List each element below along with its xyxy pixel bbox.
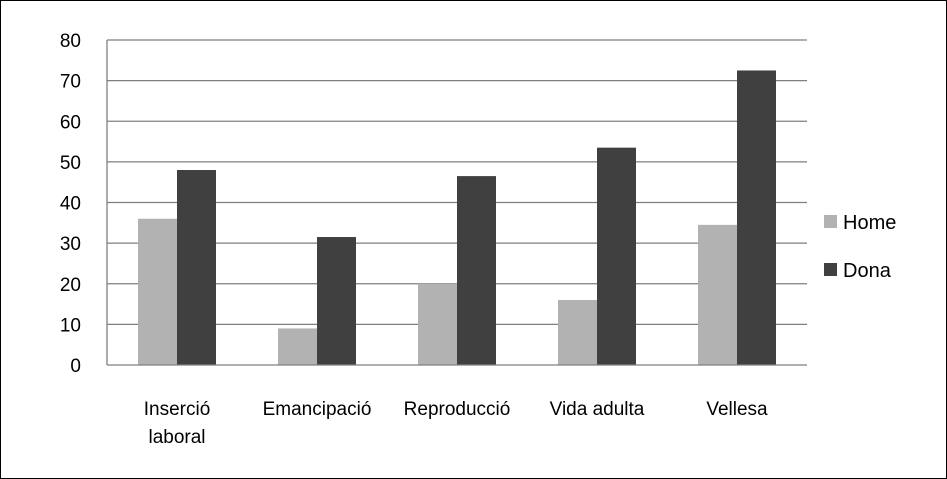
x-category-label: Emancipació (263, 399, 372, 420)
legend-label-home: Home (843, 212, 896, 234)
y-tick-label: 50 (60, 153, 81, 174)
legend: Home Dona (824, 212, 896, 282)
y-tick-label: 60 (60, 112, 81, 133)
legend-swatch-home (824, 215, 837, 228)
y-tick-label: 30 (60, 234, 81, 255)
bar-dona-0 (177, 170, 216, 365)
y-tick-label: 70 (60, 72, 81, 93)
y-tick-label: 20 (60, 275, 81, 296)
bar-home-0 (138, 218, 177, 365)
bar-home-3 (558, 300, 597, 365)
bar-dona-3 (597, 147, 636, 365)
y-axis-ticks: 0 10 20 30 40 50 60 70 80 (60, 31, 81, 377)
bar-dona-2 (457, 176, 496, 365)
bars (138, 70, 776, 365)
y-tick-label: 80 (60, 31, 81, 52)
x-category-label: Inserció laboral (144, 399, 211, 448)
bar-dona-1 (317, 237, 356, 365)
bar-home-1 (278, 328, 317, 365)
bar-home-2 (418, 283, 457, 365)
y-tick-label: 40 (60, 194, 81, 215)
x-category-label: Vellesa (706, 399, 768, 420)
x-axis-categories: Inserció laboral Emancipació Reproducció Vid… (144, 399, 768, 448)
x-category-label: Vida adulta (550, 399, 645, 420)
axes (106, 40, 807, 366)
y-tick-label: 0 (70, 356, 81, 377)
bar-dona-4 (737, 70, 776, 365)
y-tick-label: 10 (60, 315, 81, 336)
bar-home-4 (698, 224, 737, 365)
x-category-label: Reproducció (404, 399, 511, 420)
legend-label-dona: Dona (843, 260, 892, 282)
legend-swatch-dona (824, 263, 837, 276)
